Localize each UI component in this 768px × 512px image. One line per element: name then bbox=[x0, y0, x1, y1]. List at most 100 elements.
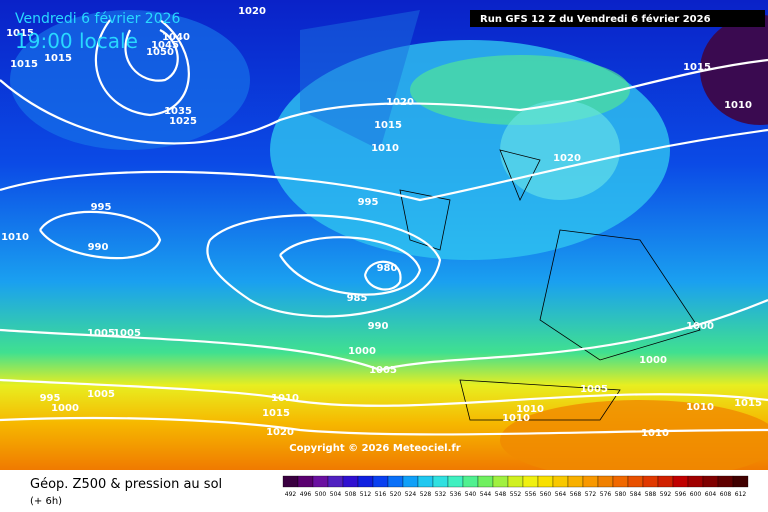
scale-label: 536 bbox=[450, 491, 462, 498]
scale-swatch bbox=[642, 475, 659, 488]
isobar-label: 1000 bbox=[51, 403, 79, 414]
scale-label: 532 bbox=[435, 491, 447, 498]
scale-label: 556 bbox=[525, 491, 537, 498]
isobar-label: 1015 bbox=[10, 59, 38, 70]
scale-swatch bbox=[387, 475, 404, 488]
scale-swatch bbox=[357, 475, 374, 488]
scale-label: 552 bbox=[510, 491, 522, 498]
isobar-label: 1010 bbox=[371, 143, 399, 154]
isobar-label: 985 bbox=[347, 293, 368, 304]
scale-label: 540 bbox=[465, 491, 477, 498]
isobar bbox=[124, 29, 179, 82]
isobar bbox=[0, 378, 768, 407]
cyan-zone bbox=[500, 100, 620, 200]
isobar-label: 1020 bbox=[266, 427, 294, 438]
scale-label: 608 bbox=[720, 491, 732, 498]
isobar-label: 1010 bbox=[516, 404, 544, 415]
scale-swatch bbox=[432, 475, 449, 488]
isobar-label: 1000 bbox=[639, 355, 667, 366]
scale-label: 524 bbox=[405, 491, 417, 498]
scale-label: 572 bbox=[585, 491, 597, 498]
date: Vendredi 6 février 2026 bbox=[15, 11, 181, 27]
isobar-label: 1040 bbox=[162, 32, 190, 43]
scale-swatch bbox=[402, 475, 419, 488]
isobar-label: 1005 bbox=[580, 384, 608, 395]
scale-label: 600 bbox=[690, 491, 702, 498]
isobar-label: 1020 bbox=[386, 97, 414, 108]
scale-swatch bbox=[537, 475, 554, 488]
scale-swatch bbox=[312, 475, 329, 488]
scale-label: 504 bbox=[330, 491, 342, 498]
scale-swatch bbox=[327, 475, 344, 488]
scale-swatch bbox=[702, 475, 719, 488]
isobar-label: 1025 bbox=[169, 116, 197, 127]
isobar-label: 990 bbox=[368, 321, 389, 332]
isobar-label: 1005 bbox=[369, 365, 397, 376]
scale-swatch bbox=[552, 475, 569, 488]
isobar-label: 1015 bbox=[44, 53, 72, 64]
scale-label: 492 bbox=[285, 491, 297, 498]
isobar-label: 1010 bbox=[641, 428, 669, 439]
color-scale: 492 496 500 504 508 512 516 520 524 528 532 536 540 5… bbox=[282, 475, 749, 498]
isobar-label: 1015 bbox=[262, 408, 290, 419]
isobar bbox=[0, 58, 768, 145]
isobar-label: 1045 bbox=[151, 40, 179, 51]
scale-label: 528 bbox=[420, 491, 432, 498]
coastline bbox=[399, 149, 701, 421]
scale-label: 544 bbox=[480, 491, 492, 498]
scale-label: 508 bbox=[345, 491, 357, 498]
isobar bbox=[363, 260, 402, 291]
scale-swatch bbox=[717, 475, 734, 488]
scale-swatch bbox=[282, 475, 299, 488]
isobar-label: 1020 bbox=[553, 153, 581, 164]
scale-swatch bbox=[732, 475, 749, 488]
scale-swatch bbox=[627, 475, 644, 488]
scale-label: 512 bbox=[360, 491, 372, 498]
isobar-label: 1015 bbox=[683, 62, 711, 73]
scale-swatch bbox=[672, 475, 689, 488]
local-time: 19:00 locale bbox=[15, 29, 138, 53]
isobar-label: 1010 bbox=[724, 100, 752, 111]
scale-swatch bbox=[612, 475, 629, 488]
isobar-label: 990 bbox=[88, 242, 109, 253]
scale-swatch bbox=[342, 475, 359, 488]
blue-zone bbox=[300, 10, 420, 150]
scale-swatch bbox=[507, 475, 524, 488]
scale-swatch bbox=[477, 475, 494, 488]
isobar bbox=[0, 298, 768, 372]
purple-zone bbox=[700, 15, 768, 125]
isobar-label: 1010 bbox=[271, 393, 299, 404]
isobar bbox=[39, 210, 162, 260]
scale-label: 496 bbox=[300, 491, 312, 498]
scale-label: 520 bbox=[390, 491, 402, 498]
isobar bbox=[0, 128, 768, 202]
run-box bbox=[470, 10, 765, 27]
scale-label: 604 bbox=[705, 491, 717, 498]
scale-label: 564 bbox=[555, 491, 567, 498]
scale-swatch bbox=[687, 475, 704, 488]
scale-swatch bbox=[567, 475, 584, 488]
isobar-label: 1010 bbox=[502, 413, 530, 424]
scale-label: 576 bbox=[600, 491, 612, 498]
isobar-label: 1005 bbox=[87, 389, 115, 400]
isobar-label: 1015 bbox=[734, 398, 762, 409]
scale-swatch bbox=[582, 475, 599, 488]
scale-label: 580 bbox=[615, 491, 627, 498]
isobar-label: 1005 bbox=[113, 328, 141, 339]
scale-label: 596 bbox=[675, 491, 687, 498]
copyright: Copyright © 2026 Meteociel.fr bbox=[289, 443, 460, 454]
isobar-label: 995 bbox=[358, 197, 379, 208]
scale-label: 568 bbox=[570, 491, 582, 498]
isobar-label: 1035 bbox=[164, 106, 192, 117]
isobar-label: 1005 bbox=[87, 328, 115, 339]
scale-label: 592 bbox=[660, 491, 672, 498]
isobar-label: 1010 bbox=[1, 232, 29, 243]
isobar-label: 1050 bbox=[146, 47, 174, 58]
scale-swatch bbox=[372, 475, 389, 488]
scale-swatch bbox=[522, 475, 539, 488]
run-info: Run GFS 12 Z du Vendredi 6 février 2026 bbox=[480, 13, 711, 25]
isobar-label: 995 bbox=[40, 393, 61, 404]
